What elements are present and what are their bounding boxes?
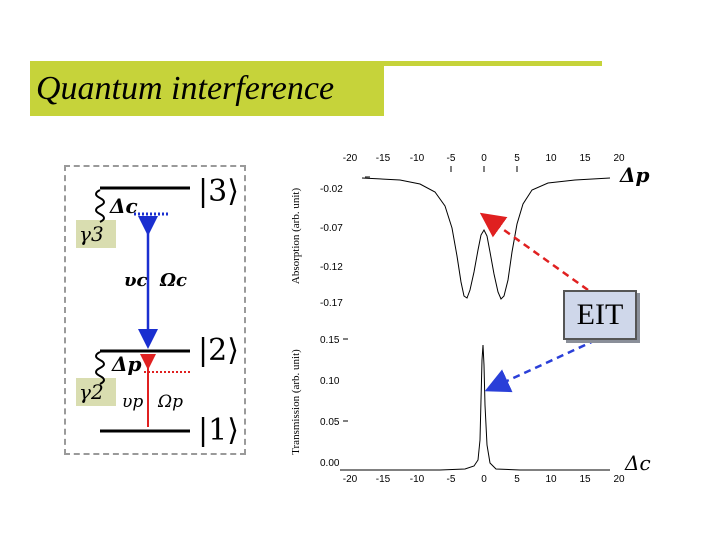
abs-ytick: -0.17: [320, 298, 343, 309]
trans-xtick: -5: [447, 474, 456, 485]
trans-xtick: -20: [343, 474, 358, 485]
level2-ket: |2⟩: [198, 333, 239, 368]
level3-ket: |3⟩: [198, 174, 239, 209]
trans-ytick: 0.15: [320, 335, 340, 346]
gamma3-box: [76, 220, 116, 248]
trans-ytick: 0.00: [320, 458, 340, 469]
gamma2-box: [76, 378, 116, 406]
title-accent-bar: [30, 61, 602, 66]
absorption-x-tick-marks: [365, 166, 518, 178]
abs-xtick: -20: [343, 153, 358, 164]
trans-ytick: 0.10: [320, 376, 340, 387]
transmission-ylabel: Transmission (arb. unit): [290, 349, 302, 455]
decay-wiggle-2: [95, 351, 105, 385]
absorption-y-ticks: -0.02 -0.07 -0.12 -0.17: [320, 184, 343, 309]
abs-ytick: -0.07: [320, 223, 343, 234]
trans-xtick: 20: [613, 474, 625, 485]
gamma2-label: γ2: [79, 380, 104, 404]
abs-xtick: -5: [447, 153, 456, 164]
abs-xtick: -10: [410, 153, 425, 164]
transmission-x-ticks: -20 -15 -10 -5 0 5 10 15 20: [343, 474, 625, 485]
transmission-y-tick-marks: [343, 338, 348, 422]
level-diagram-frame: [64, 165, 246, 455]
nu-p-label: υp: [122, 392, 144, 412]
trans-xtick: 15: [579, 474, 591, 485]
abs-ytick: -0.12: [320, 262, 343, 273]
absorption-x-ticks: -20 -15 -10 -5 0 5 10 15 20: [343, 153, 625, 164]
nu-c-label: υc: [124, 270, 148, 291]
omega-p-label: Ωp: [158, 392, 183, 412]
trans-xtick: -10: [410, 474, 425, 485]
trans-ytick: 0.05: [320, 417, 340, 428]
omega-c-label: Ωc: [160, 270, 187, 291]
eit-label: EIT: [576, 298, 624, 331]
trans-xtick: -15: [376, 474, 391, 485]
title-box: [30, 66, 384, 116]
delta-c-label: Δc: [110, 194, 138, 218]
gamma3-label: γ3: [79, 222, 104, 246]
slide-title: Quantum interference: [36, 70, 335, 107]
abs-xtick: 10: [545, 153, 557, 164]
abs-xtick: 5: [514, 153, 520, 164]
eit-arrow-blue: [484, 338, 597, 393]
abs-xtick: -15: [376, 153, 391, 164]
abs-xtick: 20: [613, 153, 625, 164]
trans-xtick: 10: [545, 474, 557, 485]
eit-callout: EIT: [563, 290, 637, 340]
trans-xtick: 5: [514, 474, 520, 485]
abs-xtick: 15: [579, 153, 591, 164]
abs-xtick: 0: [481, 153, 487, 164]
level1-ket: |1⟩: [198, 413, 239, 448]
absorption-ylabel: Absorption (arb. unit): [290, 187, 302, 285]
delta-p-axis-symbol: Δp: [620, 163, 650, 187]
transmission-y-ticks: 0.15 0.10 0.05 0.00: [320, 335, 340, 469]
delta-p-label: Δp: [112, 352, 142, 376]
abs-ytick: -0.02: [320, 184, 343, 195]
decay-wiggle-3: [95, 189, 105, 223]
eit-arrow-red: [479, 212, 589, 292]
delta-c-axis-symbol: Δc: [625, 451, 651, 475]
transmission-curve: [340, 344, 610, 471]
trans-xtick: 0: [481, 474, 487, 485]
absorption-curve: [361, 177, 611, 300]
